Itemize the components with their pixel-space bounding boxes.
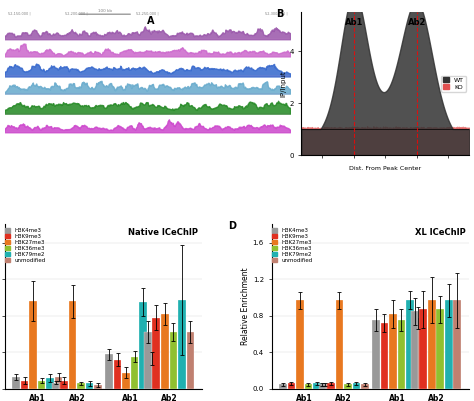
Bar: [153, 318, 160, 389]
Bar: [381, 323, 388, 389]
Bar: [86, 383, 93, 389]
Bar: [319, 385, 326, 389]
Bar: [406, 300, 414, 389]
Text: 52,150,000 |: 52,150,000 |: [8, 12, 30, 16]
Bar: [131, 357, 138, 389]
Bar: [428, 300, 436, 389]
Bar: [55, 377, 63, 389]
Bar: [144, 332, 152, 389]
Bar: [296, 300, 304, 389]
Bar: [411, 311, 419, 389]
Bar: [187, 332, 194, 389]
Bar: [161, 314, 169, 389]
Bar: [327, 383, 335, 389]
Text: 52,300,000 |: 52,300,000 |: [264, 12, 287, 16]
Bar: [21, 381, 28, 389]
Y-axis label: Relative Enrichment: Relative Enrichment: [241, 268, 250, 346]
Bar: [398, 320, 405, 389]
Text: A: A: [147, 16, 155, 26]
Bar: [52, 383, 59, 389]
Bar: [305, 385, 312, 389]
Bar: [389, 314, 397, 389]
Bar: [38, 381, 46, 389]
Bar: [372, 320, 380, 389]
Text: D: D: [228, 221, 236, 231]
Bar: [279, 385, 287, 389]
Text: Ab2: Ab2: [408, 18, 426, 27]
Bar: [69, 301, 76, 389]
Y-axis label: IP/Input: IP/Input: [281, 70, 286, 97]
Text: XL ICeChIP: XL ICeChIP: [415, 228, 465, 237]
Bar: [313, 383, 321, 389]
Bar: [419, 310, 427, 389]
X-axis label: Dist. From Peak Center: Dist. From Peak Center: [349, 166, 421, 170]
Bar: [322, 385, 329, 389]
Bar: [148, 359, 155, 389]
Text: Native ICeChIP: Native ICeChIP: [128, 228, 199, 237]
Bar: [122, 373, 130, 389]
Text: 52,250,000 |: 52,250,000 |: [136, 12, 159, 16]
Text: Ab1: Ab1: [345, 18, 363, 27]
Bar: [454, 300, 461, 389]
Bar: [60, 381, 68, 389]
Bar: [29, 301, 37, 389]
Bar: [46, 378, 54, 389]
Bar: [353, 383, 360, 389]
Legend: WT, KO: WT, KO: [441, 75, 466, 92]
Text: 52,200,000 |: 52,200,000 |: [65, 12, 87, 16]
Bar: [94, 385, 102, 389]
Legend: H3K4me3, H3K9me3, H3K27me3, H3K36me3, H3K79me2, unmodified: H3K4me3, H3K9me3, H3K27me3, H3K36me3, H3…: [270, 227, 314, 264]
Bar: [336, 300, 343, 389]
Text: B: B: [276, 9, 283, 19]
Bar: [288, 383, 295, 389]
Bar: [105, 354, 113, 389]
Bar: [361, 385, 369, 389]
Bar: [415, 318, 422, 389]
Text: 100 kb: 100 kb: [98, 9, 111, 13]
Bar: [445, 300, 453, 389]
Bar: [344, 385, 352, 389]
Bar: [77, 383, 85, 389]
Bar: [114, 360, 121, 389]
Legend: H3K4me3, H3K9me3, H3K27me3, H3K36me3, H3K79me2, unmodified: H3K4me3, H3K9me3, H3K27me3, H3K36me3, H3…: [4, 227, 47, 264]
Bar: [170, 332, 177, 389]
Bar: [12, 377, 20, 389]
Bar: [178, 300, 186, 389]
Bar: [437, 310, 444, 389]
Bar: [139, 302, 147, 389]
